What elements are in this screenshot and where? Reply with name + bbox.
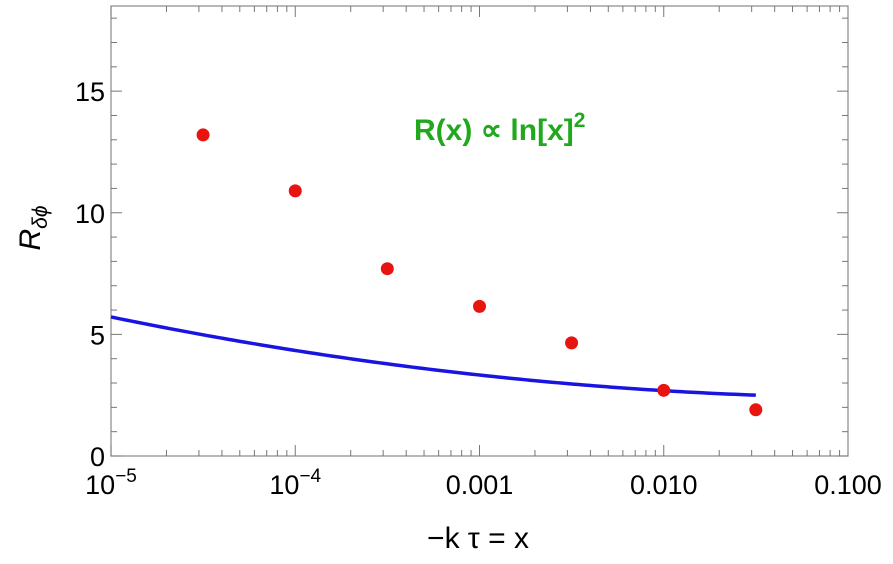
y-tick-label: 0 — [90, 442, 105, 472]
y-axis-title: Rδϕ — [14, 205, 52, 250]
fit-curve — [110, 315, 756, 397]
x-tick-label: 0.010 — [630, 470, 698, 500]
plot-frame-rect — [110, 5, 849, 457]
data-point — [196, 128, 210, 142]
formula-annotation: R(x) ∝ ln[x]2 — [414, 109, 585, 147]
fit-curve-layer — [110, 315, 756, 397]
data-points-layer — [196, 128, 763, 417]
formula-annotation-exponent: 2 — [574, 109, 586, 132]
x-axis-title: −k τ = x — [427, 522, 529, 555]
data-point — [657, 383, 671, 397]
y-tick-label: 5 — [90, 320, 105, 350]
data-point — [288, 184, 302, 198]
data-point — [380, 262, 394, 276]
x-tick-label: 10−5 — [85, 466, 137, 500]
plot-frame — [110, 5, 849, 457]
axis-ticks — [110, 6, 848, 457]
data-point — [473, 299, 486, 313]
data-point — [565, 336, 579, 350]
y-tick-label: 15 — [75, 77, 105, 107]
y-axis-title-main: R — [14, 229, 47, 251]
tick-labels: 10−5 10−4 0.001 0.010 0.100 0 5 10 15 — [75, 77, 882, 500]
x-tick-label: 0.100 — [814, 470, 882, 500]
y-axis-title-sub: δϕ — [29, 205, 52, 228]
data-point — [749, 403, 763, 417]
y-tick-label: 10 — [75, 199, 105, 229]
formula-annotation-text: R(x) ∝ ln[x] — [414, 114, 574, 147]
x-tick-label: 10−4 — [269, 466, 321, 500]
x-tick-label: 0.001 — [446, 470, 514, 500]
